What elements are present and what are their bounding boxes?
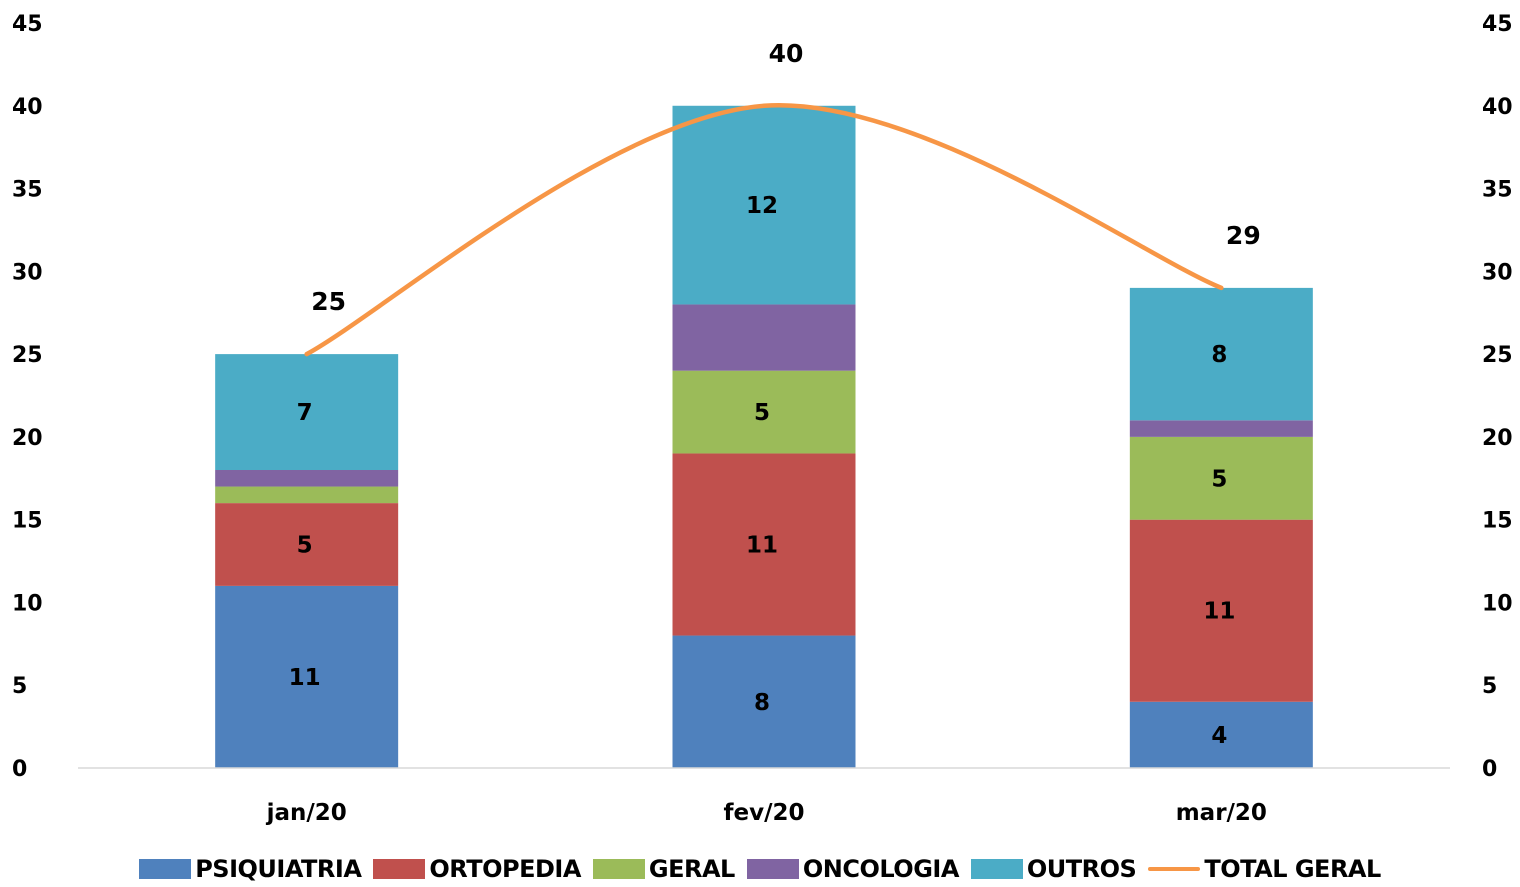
legend-item-total-geral: TOTAL GERAL (1148, 855, 1381, 883)
bar-value-label: 11 (746, 533, 778, 559)
total-value-label: 40 (769, 39, 804, 68)
legend-swatch (139, 859, 192, 879)
bar-value-label: 8 (754, 690, 770, 716)
y-tick-label-right: 45 (1482, 12, 1513, 37)
y-tick-label-right: 10 (1482, 591, 1513, 616)
bar-segment-geral (215, 486, 399, 504)
y-tick-label-left: 0 (12, 757, 27, 782)
bar-segment-oncologia (215, 470, 399, 487)
bar-segment-ortopedia (1129, 519, 1313, 702)
bar-segment-ortopedia (672, 453, 856, 636)
total-value-label: 25 (311, 287, 346, 316)
bar-value-label: 11 (1203, 599, 1235, 625)
legend-label: ONCOLOGIA (802, 855, 960, 883)
bar-segment-psiquiatria (1129, 701, 1313, 768)
legend-item-ortopedia: ORTOPEDIA (373, 855, 581, 883)
y-tick-label-left: 35 (12, 178, 43, 203)
bar-segment-outros (1129, 287, 1313, 421)
bar-value-label: 5 (754, 400, 770, 426)
y-tick-label-right: 0 (1482, 757, 1497, 782)
legend-swatch (592, 859, 645, 879)
bar-segment-outros (672, 105, 856, 305)
y-tick-label-right: 25 (1482, 343, 1513, 368)
legend: PSIQUIATRIA ORTOPEDIA GERAL ONCOLOGIA OUTROS… (0, 852, 1520, 886)
y-tick-label-right: 5 (1482, 674, 1497, 699)
bar-value-label: 4 (1211, 723, 1227, 749)
y-tick-label-left: 30 (12, 260, 43, 285)
y-tick-label-right: 30 (1482, 260, 1513, 285)
total-geral-line (304, 103, 1224, 357)
legend-label: OUTROS (1026, 855, 1137, 883)
y-tick-label-left: 25 (12, 343, 43, 368)
y-tick-label-left: 20 (12, 426, 43, 451)
legend-swatch (746, 859, 799, 879)
legend-label: GERAL (648, 855, 735, 883)
bar-value-label: 5 (297, 533, 313, 559)
total-line-layer: 25 40 29 (304, 39, 1261, 357)
bar-segment-psiquiatria (672, 635, 856, 768)
y-tick-label-left: 40 (12, 95, 43, 120)
legend-line-swatch (1148, 867, 1201, 871)
bar-value-label: 12 (746, 193, 778, 219)
bar-segment-geral (1129, 436, 1313, 520)
bar-value-label: 11 (289, 665, 321, 691)
bar-value-label: 7 (297, 400, 313, 426)
bar-segment-oncologia (1129, 420, 1313, 437)
legend-label: ORTOPEDIA (429, 855, 581, 883)
bar-segment-outros (215, 354, 399, 470)
y-tick-label-left: 5 (12, 674, 27, 699)
bar-segment-geral (672, 370, 856, 454)
bar-value-label: 8 (1211, 342, 1227, 368)
bar-value-label: 5 (1211, 466, 1227, 492)
y-axis-left: 0 5 10 15 20 25 30 35 40 45 (12, 12, 43, 782)
y-axis-right: 0 5 10 15 20 25 30 35 40 45 (1482, 12, 1513, 782)
x-tick-label: fev/20 (723, 800, 804, 826)
legend-item-psiquiatria: PSIQUIATRIA (139, 855, 362, 883)
y-tick-label-left: 15 (12, 509, 43, 534)
x-axis-categories: jan/20 fev/20 mar/20 (266, 800, 1267, 826)
x-tick-label: jan/20 (266, 800, 347, 826)
bar-segment-psiquiatria (215, 585, 399, 768)
bars: 11 5 7 8 11 5 12 4 11 5 8 (215, 105, 1313, 768)
total-value-label: 29 (1226, 221, 1261, 250)
bar-segment-ortopedia (215, 503, 399, 586)
y-tick-label-right: 35 (1482, 178, 1513, 203)
y-tick-label-right: 15 (1482, 509, 1513, 534)
legend-label: PSIQUIATRIA (195, 855, 362, 883)
legend-item-geral: GERAL (592, 855, 735, 883)
y-tick-label-right: 20 (1482, 426, 1513, 451)
y-tick-label-right: 40 (1482, 95, 1513, 120)
bar-segment-oncologia (672, 304, 856, 371)
legend-label: TOTAL GERAL (1204, 855, 1381, 883)
legend-swatch (970, 859, 1023, 879)
legend-swatch (373, 859, 426, 879)
y-tick-label-left: 10 (12, 591, 43, 616)
legend-item-outros: OUTROS (970, 855, 1137, 883)
y-tick-label-left: 45 (12, 12, 43, 37)
x-tick-label: mar/20 (1176, 800, 1267, 826)
legend-item-oncologia: ONCOLOGIA (746, 855, 960, 883)
